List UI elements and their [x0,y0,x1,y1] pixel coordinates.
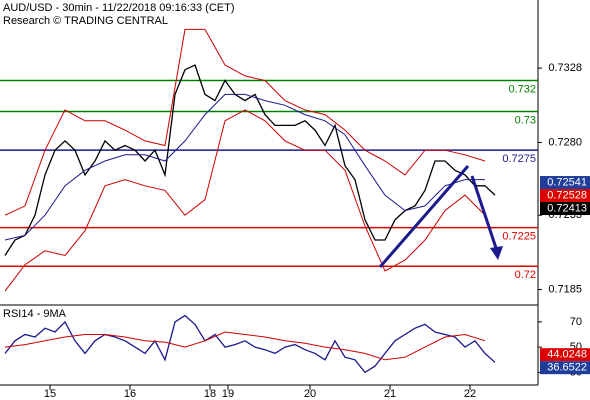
x-tick-label: 15 [44,388,56,400]
arrow-head [490,246,503,260]
marks [0,28,538,374]
value-tag [540,348,590,362]
chart-title: AUD/USD - 30min - 11/22/2018 09:16:33 (C… [3,2,235,14]
trend-line [378,165,470,268]
series-line [4,64,496,256]
y-tick-label: 70 [570,316,582,328]
value-tag-label: 36.6522 [547,362,587,374]
value-tag-label: 0.72528 [547,189,587,201]
level-label: 0.732 [508,83,536,95]
value-tag [540,361,590,375]
x-tick-label: 20 [304,388,316,400]
value-tag [540,202,590,216]
level-label: 0.73 [515,114,536,126]
series-line [4,93,485,241]
series-line [4,109,486,292]
x-tick-label: 16 [124,388,136,400]
series-line [4,28,486,216]
x-tick-label: 21 [384,388,396,400]
level-label: 0.72 [515,269,536,281]
x-tick-label: 22 [464,388,476,400]
y-tick-label: 0.7185 [548,283,582,295]
level-label: 0.7225 [502,230,536,242]
y-tick-label: 0.7280 [548,136,582,148]
value-tag-label: 0.72541 [547,176,587,188]
value-tag [540,176,590,190]
indicator-title: RSI14 - 9MA [3,308,67,320]
x-tick-label: 18 [204,388,216,400]
value-tag [540,189,590,203]
value-tag-label: 44.0248 [547,349,587,361]
y-tick-label: 0.7328 [548,62,582,74]
series-line [4,331,486,361]
value-tag-label: 0.72413 [547,202,587,214]
chart-subtitle: Research © TRADING CENTRAL [3,15,168,27]
forecast-arrow [470,175,498,249]
x-tick-label: 19 [222,388,234,400]
level-label: 0.7275 [502,153,536,165]
series-line [4,314,496,374]
